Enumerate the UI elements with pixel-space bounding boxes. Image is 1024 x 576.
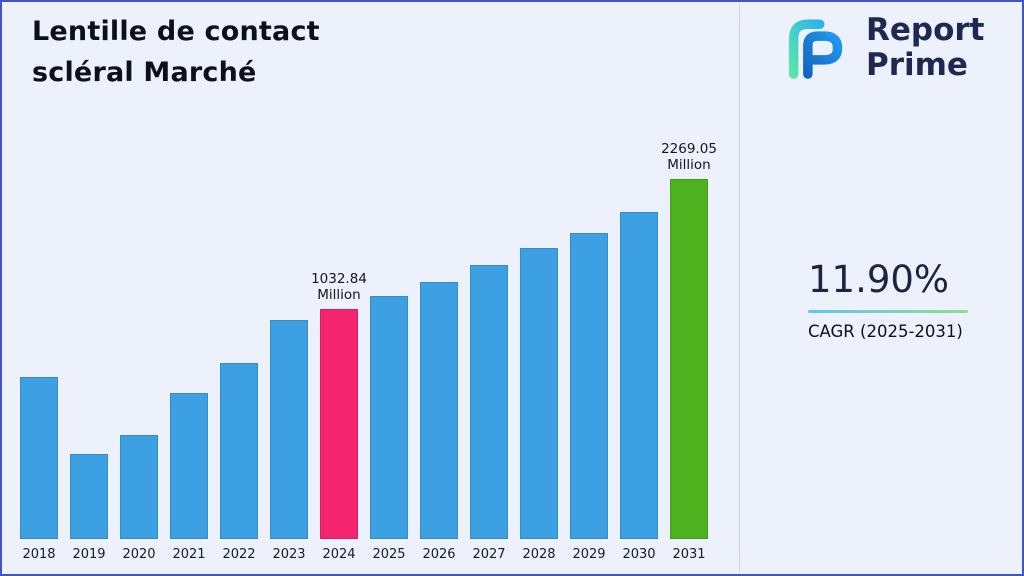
- bar-wrap: 1032.84 Million: [311, 271, 367, 539]
- bar-column-2028: 2028: [520, 248, 558, 566]
- bar-column-2026: 2026: [420, 282, 458, 566]
- brand-name: Report Prime: [866, 13, 985, 82]
- cagr-value: 11.90%: [808, 258, 950, 301]
- bar-column-2022: 2022: [220, 363, 258, 566]
- bar-2028[interactable]: [520, 248, 558, 539]
- x-axis-label-2030: 2030: [622, 547, 656, 562]
- vertical-divider: [739, 4, 740, 572]
- brand-logo: Report Prime: [774, 10, 985, 86]
- bar-wrap: [170, 393, 208, 539]
- bar-column-2019: 2019: [70, 454, 108, 566]
- bar-column-2024: 1032.84 Million 2024: [311, 271, 367, 566]
- bar-wrap: [270, 320, 308, 539]
- bar-wrap: [520, 248, 558, 539]
- bar-column-2025: 2025: [370, 296, 408, 566]
- bar-wrap: [220, 363, 258, 539]
- cagr-block: 11.90% CAGR (2025-2031): [808, 258, 968, 341]
- bar-wrap: [420, 282, 458, 539]
- bar-wrap: [470, 265, 508, 539]
- bar-wrap: [120, 435, 158, 539]
- bar-2019[interactable]: [70, 454, 108, 539]
- cagr-label: CAGR (2025-2031): [808, 322, 963, 341]
- bar-column-2030: 2030: [620, 212, 658, 566]
- x-axis-label-2021: 2021: [172, 547, 206, 562]
- page-title-line1: Lentille de contact: [32, 16, 320, 47]
- x-axis-label-2026: 2026: [422, 547, 456, 562]
- page-title: Lentille de contact scléral Marché: [32, 12, 320, 93]
- x-axis-label-2019: 2019: [72, 547, 106, 562]
- x-axis-label-2023: 2023: [272, 547, 306, 562]
- bar-value-label-2031: 2269.05 Million: [661, 140, 717, 173]
- cagr-underline: [808, 310, 968, 313]
- x-axis-label-2025: 2025: [372, 547, 406, 562]
- bar-2025[interactable]: [370, 296, 408, 539]
- x-axis-label-2022: 2022: [222, 547, 256, 562]
- bar-column-2027: 2027: [470, 265, 508, 566]
- bar-2021[interactable]: [170, 393, 208, 539]
- bar-wrap: [370, 296, 408, 539]
- report-prime-logo-icon: [788, 19, 843, 79]
- bar-wrap: [70, 454, 108, 539]
- bar-wrap: [620, 212, 658, 539]
- bar-2029[interactable]: [570, 233, 608, 539]
- bar-2018[interactable]: [20, 377, 58, 539]
- bar-2031[interactable]: [670, 179, 708, 539]
- page-title-line2: scléral Marché: [32, 56, 257, 88]
- bar-2023[interactable]: [270, 320, 308, 539]
- bar-column-2018: 2018: [20, 377, 58, 566]
- x-axis-label-2020: 2020: [122, 547, 156, 562]
- bar-2024[interactable]: [320, 309, 358, 539]
- bar-2022[interactable]: [220, 363, 258, 539]
- x-axis-label-2024: 2024: [322, 547, 356, 562]
- bar-column-2031: 2269.05 Million 2031: [661, 141, 717, 566]
- bar-column-2029: 2029: [570, 233, 608, 566]
- bar-2030[interactable]: [620, 212, 658, 539]
- bar-wrap: [20, 377, 58, 539]
- brand-name-line2: Prime: [866, 47, 968, 83]
- bar-2026[interactable]: [420, 282, 458, 539]
- x-axis-label-2018: 2018: [22, 547, 56, 562]
- bar-column-2020: 2020: [120, 435, 158, 566]
- bar-wrap: 2269.05 Million: [661, 141, 717, 539]
- bar-2027[interactable]: [470, 265, 508, 539]
- x-axis-label-2031: 2031: [672, 547, 706, 562]
- x-axis-label-2028: 2028: [522, 547, 556, 562]
- bar-value-label-2024: 1032.84 Million: [311, 270, 367, 303]
- x-axis-label-2027: 2027: [472, 547, 506, 562]
- bar-2020[interactable]: [120, 435, 158, 539]
- x-axis-label-2029: 2029: [572, 547, 606, 562]
- bar-column-2023: 2023: [270, 320, 308, 566]
- brand-name-line1: Report: [866, 12, 985, 49]
- bar-chart: 2018 2019 2020 2021 2022 2023 1032.84 Million 20…: [20, 141, 717, 566]
- bar-column-2021: 2021: [170, 393, 208, 566]
- bar-wrap: [570, 233, 608, 539]
